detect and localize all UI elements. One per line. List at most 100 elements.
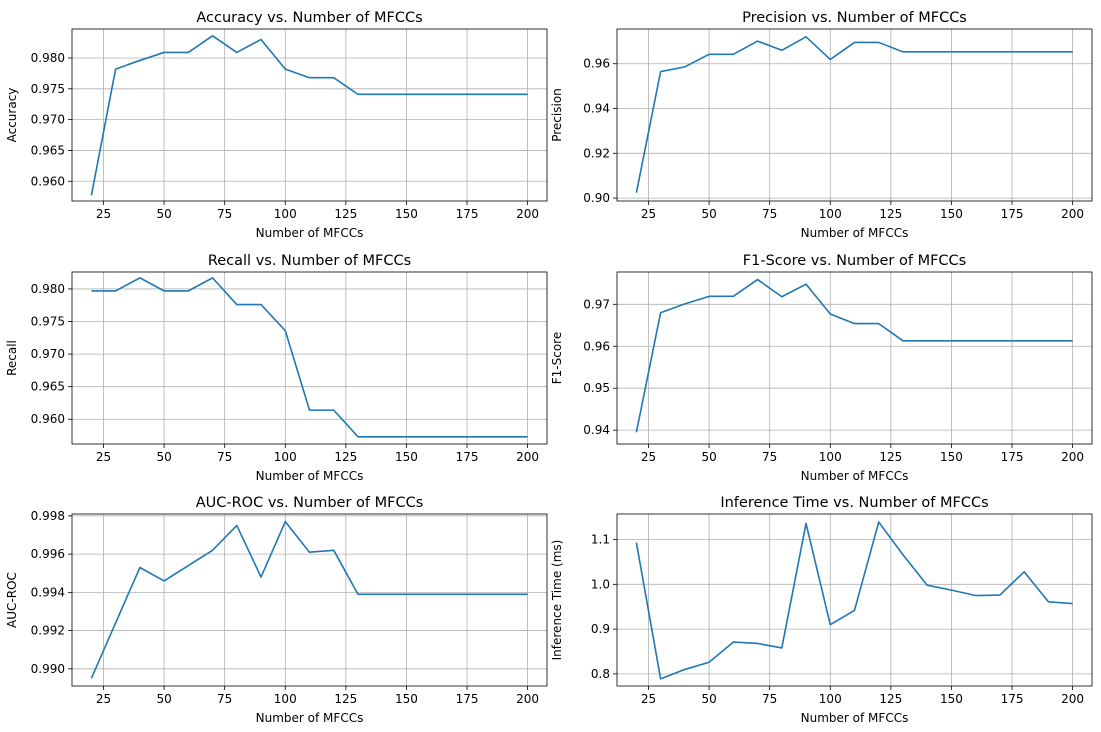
x-tick-label: 200 bbox=[1061, 207, 1084, 221]
data-point bbox=[732, 295, 734, 297]
y-tick-label: 0.90 bbox=[583, 191, 610, 205]
data-point bbox=[308, 551, 310, 553]
data-point bbox=[211, 35, 213, 37]
x-tick-label: 25 bbox=[96, 450, 111, 464]
chart-title: Inference Time vs. Number of MFCCs bbox=[720, 495, 988, 511]
data-point bbox=[974, 340, 976, 342]
x-tick-label: 150 bbox=[940, 450, 963, 464]
y-tick-label: 0.975 bbox=[31, 82, 65, 96]
data-point bbox=[308, 409, 310, 411]
data-point bbox=[974, 594, 976, 596]
data-point bbox=[90, 290, 92, 292]
data-point bbox=[308, 77, 310, 79]
x-tick-label: 125 bbox=[334, 692, 357, 706]
data-point bbox=[211, 549, 213, 551]
data-point bbox=[684, 66, 686, 68]
data-point bbox=[502, 593, 504, 595]
data-point bbox=[781, 296, 783, 298]
x-tick-label: 125 bbox=[879, 692, 902, 706]
x-tick-label: 50 bbox=[156, 207, 171, 221]
data-point bbox=[708, 53, 710, 55]
data-point bbox=[284, 520, 286, 522]
x-tick-label: 50 bbox=[156, 692, 171, 706]
data-point bbox=[756, 278, 758, 280]
data-point bbox=[829, 623, 831, 625]
y-tick-label: 0.94 bbox=[583, 102, 610, 116]
x-tick-label: 100 bbox=[819, 207, 842, 221]
x-tick-label: 75 bbox=[762, 450, 777, 464]
x-axis-label: Number of MFCCs bbox=[256, 469, 364, 483]
x-axis-label: Number of MFCCs bbox=[801, 469, 909, 483]
data-point bbox=[1071, 340, 1073, 342]
y-axis-label: Inference Time (ms) bbox=[550, 540, 564, 661]
data-point bbox=[187, 51, 189, 53]
data-point bbox=[478, 436, 480, 438]
data-point bbox=[1071, 602, 1073, 604]
data-point bbox=[429, 593, 431, 595]
data-point bbox=[454, 593, 456, 595]
data-point bbox=[405, 93, 407, 95]
y-axis-label: Precision bbox=[550, 88, 564, 142]
x-tick-label: 100 bbox=[819, 450, 842, 464]
data-point bbox=[999, 594, 1001, 596]
x-tick-label: 125 bbox=[879, 207, 902, 221]
x-tick-label: 50 bbox=[701, 450, 716, 464]
data-point bbox=[926, 340, 928, 342]
y-tick-label: 0.8 bbox=[591, 667, 610, 681]
x-tick-label: 175 bbox=[1001, 450, 1024, 464]
x-tick-label: 200 bbox=[1061, 450, 1084, 464]
data-point bbox=[526, 436, 528, 438]
y-tick-label: 0.975 bbox=[31, 315, 65, 329]
x-tick-label: 100 bbox=[274, 692, 297, 706]
data-point bbox=[635, 541, 637, 543]
chart-title: F1-Score vs. Number of MFCCs bbox=[743, 253, 966, 269]
y-tick-label: 0.960 bbox=[31, 412, 65, 426]
x-tick-label: 150 bbox=[940, 207, 963, 221]
data-point bbox=[478, 593, 480, 595]
x-tick-label: 175 bbox=[456, 207, 479, 221]
data-point bbox=[781, 647, 783, 649]
data-point bbox=[781, 49, 783, 51]
axes-frame bbox=[616, 271, 1093, 445]
data-point bbox=[502, 93, 504, 95]
data-point bbox=[756, 40, 758, 42]
axes-frame bbox=[71, 271, 548, 445]
x-tick-label: 125 bbox=[879, 450, 902, 464]
data-point bbox=[659, 678, 661, 680]
x-tick-label: 150 bbox=[395, 450, 418, 464]
y-tick-label: 1.0 bbox=[591, 577, 610, 591]
data-point bbox=[139, 59, 141, 61]
x-tick-label: 100 bbox=[819, 692, 842, 706]
data-point bbox=[1047, 601, 1049, 603]
axes-frame bbox=[71, 513, 548, 687]
x-tick-label: 150 bbox=[395, 207, 418, 221]
subplot-1: 25 50 75 100 125 150 175 200 0.960 0.965 0.970 0.97… bbox=[5, 10, 548, 240]
subplot-6: 25 50 75 100 125 150 175 200 0.8 0.9 1.0 1.1 Inferen… bbox=[550, 495, 1093, 725]
data-point bbox=[502, 436, 504, 438]
series-line bbox=[90, 520, 528, 679]
y-tick-label: 0.95 bbox=[583, 381, 610, 395]
data-point bbox=[454, 93, 456, 95]
data-point bbox=[1071, 51, 1073, 53]
y-tick-label: 0.965 bbox=[31, 143, 65, 157]
x-tick-label: 125 bbox=[334, 450, 357, 464]
x-axis-label: Number of MFCCs bbox=[256, 711, 364, 725]
x-tick-label: 75 bbox=[217, 692, 232, 706]
data-point bbox=[526, 593, 528, 595]
data-point bbox=[902, 340, 904, 342]
subplot-3: 25 50 75 100 125 150 175 200 0.960 0.965 0.970 0.97… bbox=[5, 253, 548, 483]
series-line bbox=[635, 278, 1073, 433]
data-point bbox=[333, 549, 335, 551]
data-point bbox=[381, 436, 383, 438]
x-tick-label: 150 bbox=[940, 692, 963, 706]
y-tick-label: 0.994 bbox=[31, 585, 65, 599]
y-tick-label: 0.992 bbox=[31, 624, 65, 638]
chart-title: Precision vs. Number of MFCCs bbox=[742, 10, 967, 26]
data-point bbox=[1023, 571, 1025, 573]
y-tick-label: 0.980 bbox=[31, 51, 65, 65]
x-tick-label: 150 bbox=[395, 692, 418, 706]
y-tick-label: 0.980 bbox=[31, 282, 65, 296]
data-point bbox=[999, 51, 1001, 53]
data-point bbox=[878, 521, 880, 523]
